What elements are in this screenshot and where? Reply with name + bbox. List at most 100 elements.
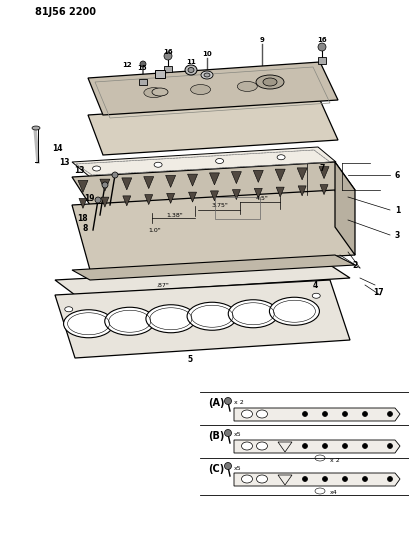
Polygon shape [122,196,130,206]
Ellipse shape [256,410,267,418]
Polygon shape [78,180,88,192]
Polygon shape [209,173,219,185]
Text: 4.5": 4.5" [255,196,268,200]
Ellipse shape [164,52,172,60]
Text: 4: 4 [312,280,317,289]
Ellipse shape [204,73,209,77]
Text: 19: 19 [84,193,95,203]
Polygon shape [188,192,196,202]
Ellipse shape [362,411,366,416]
Text: 1.38": 1.38" [166,213,183,217]
Ellipse shape [184,65,196,75]
Text: 13: 13 [74,166,85,174]
Polygon shape [72,190,354,270]
Ellipse shape [104,307,154,335]
Polygon shape [144,195,152,205]
Ellipse shape [362,477,366,481]
Ellipse shape [188,68,193,72]
Bar [155,70,164,78]
Ellipse shape [362,443,366,448]
Polygon shape [187,174,197,186]
Text: x 2: x 2 [234,400,243,406]
Polygon shape [100,179,110,191]
Polygon shape [101,197,109,207]
Polygon shape [234,440,399,453]
Text: 6: 6 [394,171,399,180]
Ellipse shape [190,85,210,94]
Text: x5: x5 [234,432,241,438]
Text: (B): (B) [207,431,224,441]
Polygon shape [319,184,327,195]
Ellipse shape [144,87,164,98]
Polygon shape [55,280,349,358]
Ellipse shape [146,305,196,333]
Ellipse shape [241,410,252,418]
Text: 81J56 2200: 81J56 2200 [35,7,96,17]
Polygon shape [234,473,399,486]
Polygon shape [88,100,337,155]
Text: 15: 15 [137,65,147,71]
Polygon shape [121,178,131,190]
Text: (A): (A) [207,398,224,408]
Ellipse shape [342,477,347,481]
Ellipse shape [342,411,347,416]
Text: 16: 16 [317,37,326,43]
Polygon shape [318,167,328,179]
Polygon shape [232,190,240,200]
Ellipse shape [256,475,267,483]
Text: 7: 7 [319,164,324,173]
Text: 13: 13 [59,157,70,166]
Bar [139,79,147,85]
Ellipse shape [224,430,231,437]
Ellipse shape [224,463,231,470]
Ellipse shape [302,411,307,416]
Polygon shape [297,186,306,196]
Text: 16: 16 [163,49,172,55]
Polygon shape [210,191,218,201]
Ellipse shape [187,302,236,330]
Ellipse shape [152,88,168,96]
Polygon shape [276,187,283,197]
Ellipse shape [224,398,231,405]
Bar [164,66,172,72]
Text: x 2: x 2 [329,457,339,463]
Text: 14: 14 [52,143,62,152]
Text: 2: 2 [351,261,357,270]
Ellipse shape [112,172,118,178]
Ellipse shape [200,71,213,79]
Polygon shape [55,265,349,295]
Ellipse shape [241,475,252,483]
Polygon shape [72,147,335,177]
Ellipse shape [322,411,327,416]
Ellipse shape [322,443,327,448]
Ellipse shape [215,158,223,164]
Text: 17: 17 [372,287,382,296]
Ellipse shape [95,197,101,203]
Text: x4: x4 [329,490,337,496]
Ellipse shape [302,477,307,481]
Text: x5: x5 [234,465,241,471]
Polygon shape [297,168,306,180]
Polygon shape [234,408,399,421]
Ellipse shape [32,126,40,130]
Ellipse shape [102,182,108,188]
Text: 11: 11 [186,59,196,65]
Polygon shape [334,162,354,255]
Polygon shape [165,175,175,188]
Polygon shape [253,171,263,182]
Polygon shape [72,255,354,280]
Polygon shape [79,198,87,208]
Polygon shape [88,62,337,115]
Ellipse shape [65,307,72,312]
Polygon shape [274,169,285,181]
Bar [214,197,259,219]
Text: 12: 12 [122,62,132,68]
Bar [317,57,325,64]
Text: 18: 18 [77,214,88,222]
Ellipse shape [241,442,252,450]
Ellipse shape [302,443,307,448]
Polygon shape [231,172,241,184]
Polygon shape [72,162,354,205]
Text: 10: 10 [202,51,211,57]
Ellipse shape [317,43,325,51]
